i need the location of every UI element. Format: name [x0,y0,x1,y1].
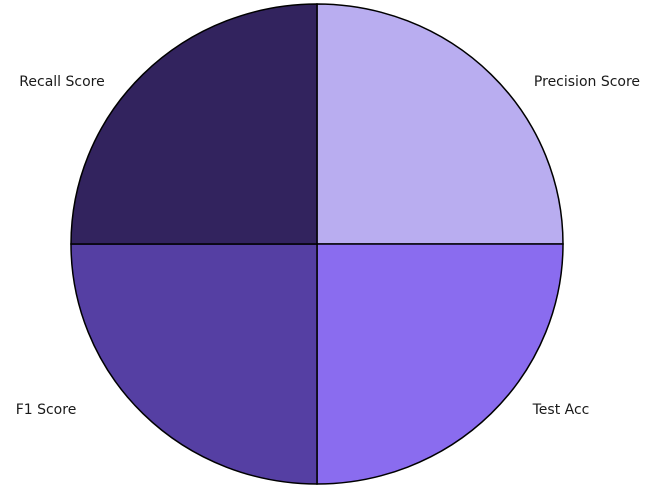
pie-slice-recall-score [70,3,318,245]
slice-label-test-acc: Test Acc [532,402,590,418]
slice-label-f1-score: F1 Score [16,402,77,418]
slice-label-recall-score: Recall Score [19,74,104,90]
pie-slice-test-acc [316,243,564,485]
slice-label-precision-score: Precision Score [534,74,640,90]
pie-slice-f1-score [70,243,318,485]
pie-slice-precision-score [316,3,564,245]
